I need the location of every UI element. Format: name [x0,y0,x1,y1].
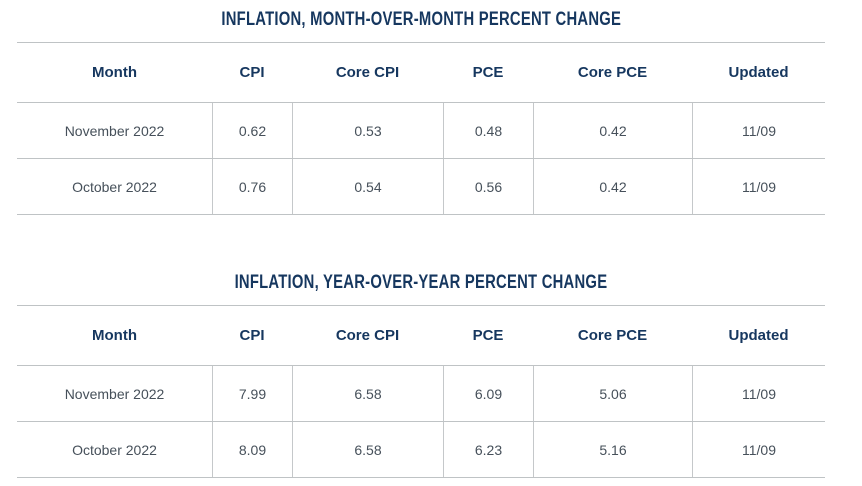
cpi-cell: 7.99 [212,366,292,421]
column-header-cpi: CPI [239,327,265,344]
column-header-core-cpi: Core CPI [335,64,400,81]
table-mom-header-row: Month CPI Core CPI PCE Core PCE Updated [17,42,825,102]
month-cell: October 2022 [72,178,157,195]
updated-cell: 11/09 [692,366,825,421]
core-cpi-cell: 0.54 [292,159,443,214]
month-cell: November 2022 [64,122,165,139]
column-header-core-cpi: Core CPI [335,327,400,344]
table-title-yoy-text: INFLATION, YEAR-OVER-YEAR PERCENT CHANGE [234,272,608,293]
table-row: November 2022 7.99 6.58 6.09 5.06 11/09 [17,365,825,421]
core-pce-cell: 0.42 [533,103,692,158]
pce-cell: 0.56 [443,159,533,214]
table-row: October 2022 0.76 0.54 0.56 0.42 11/09 [17,158,825,214]
column-header-updated: Updated [728,327,789,344]
month-cell: November 2022 [64,385,165,402]
updated-cell: 11/09 [692,159,825,214]
content-area: INFLATION, MONTH-OVER-MONTH PERCENT CHAN… [17,9,825,478]
table-title-mom-text: INFLATION, MONTH-OVER-MONTH PERCENT CHAN… [221,9,621,30]
column-header-core-pce: Core PCE [577,64,648,81]
table-title-mom: INFLATION, MONTH-OVER-MONTH PERCENT CHAN… [17,9,825,31]
column-header-pce: PCE [472,327,504,344]
table-yoy-header-row: Month CPI Core CPI PCE Core PCE Updated [17,305,825,365]
table-title-yoy: INFLATION, YEAR-OVER-YEAR PERCENT CHANGE [17,272,825,294]
pce-cell: 6.23 [443,422,533,477]
table-row: November 2022 0.62 0.53 0.48 0.42 11/09 [17,102,825,158]
column-header-pce: PCE [472,64,504,81]
column-header-cpi: CPI [239,64,265,81]
column-header-month: Month [92,327,137,344]
section-month-over-month: INFLATION, MONTH-OVER-MONTH PERCENT CHAN… [17,9,825,215]
column-header-core-pce: Core PCE [577,327,648,344]
core-pce-cell: 5.16 [533,422,692,477]
core-cpi-cell: 6.58 [292,422,443,477]
core-pce-cell: 5.06 [533,366,692,421]
core-cpi-cell: 0.53 [292,103,443,158]
table-yoy: Month CPI Core CPI PCE Core PCE Updated … [17,305,825,478]
core-cpi-cell: 6.58 [292,366,443,421]
table-mom: Month CPI Core CPI PCE Core PCE Updated … [17,42,825,215]
month-cell: October 2022 [72,441,157,458]
cpi-cell: 0.62 [212,103,292,158]
updated-cell: 11/09 [692,103,825,158]
pce-cell: 0.48 [443,103,533,158]
core-pce-cell: 0.42 [533,159,692,214]
cpi-cell: 8.09 [212,422,292,477]
table-row: October 2022 8.09 6.58 6.23 5.16 11/09 [17,421,825,477]
cpi-cell: 0.76 [212,159,292,214]
updated-cell: 11/09 [692,422,825,477]
section-year-over-year: INFLATION, YEAR-OVER-YEAR PERCENT CHANGE… [17,272,825,478]
pce-cell: 6.09 [443,366,533,421]
column-header-updated: Updated [728,64,789,81]
column-header-month: Month [92,64,137,81]
